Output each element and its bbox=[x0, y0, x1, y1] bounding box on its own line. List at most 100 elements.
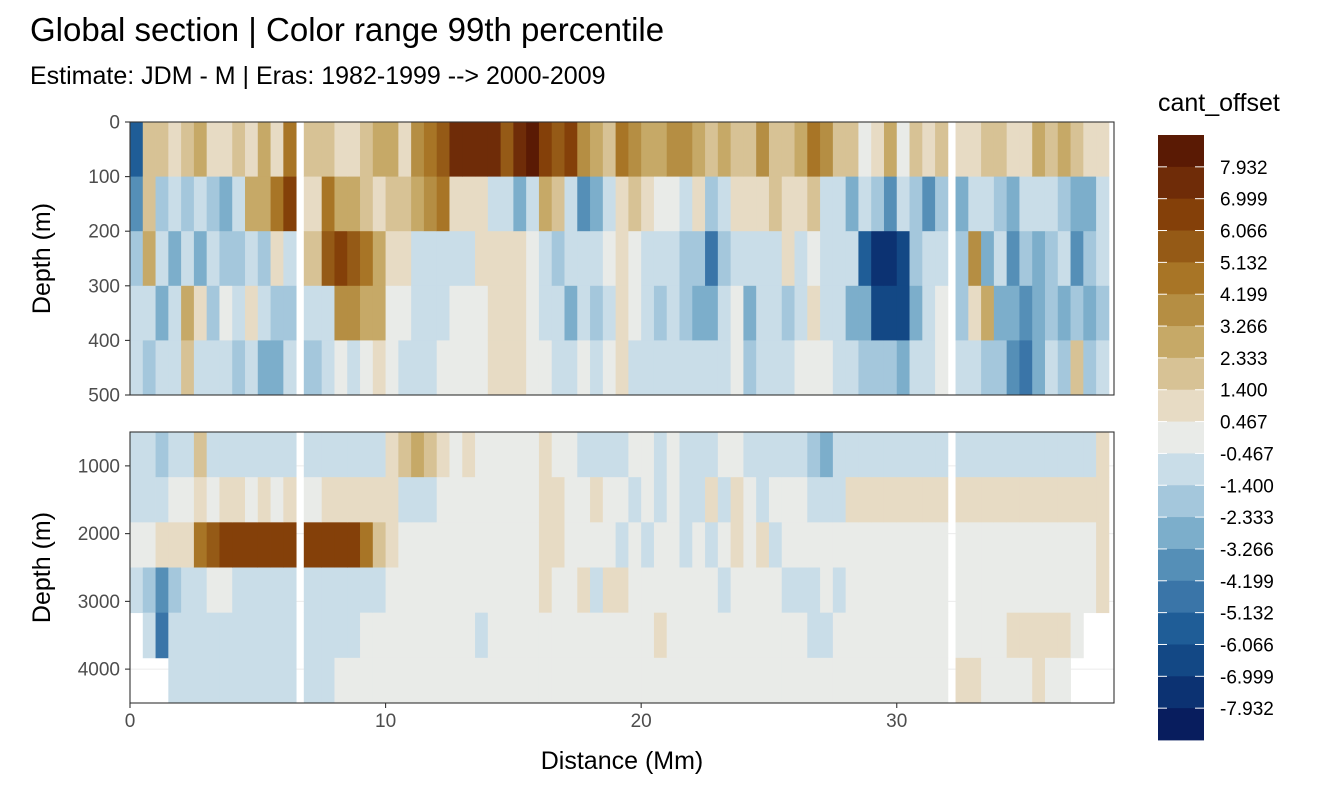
heatmap-cell bbox=[142, 612, 156, 659]
heatmap-cell bbox=[871, 285, 885, 341]
heatmap-cell bbox=[551, 567, 565, 614]
heatmap-cell bbox=[832, 522, 847, 568]
heatmap-cell bbox=[602, 522, 617, 568]
heatmap-cell bbox=[717, 285, 732, 341]
legend-label: 0.467 bbox=[1220, 413, 1268, 434]
heatmap-cell bbox=[628, 340, 642, 396]
heatmap-cell bbox=[321, 657, 335, 704]
heatmap-cell bbox=[641, 567, 655, 614]
heatmap-cell bbox=[981, 122, 995, 177]
heatmap-cell bbox=[602, 567, 617, 614]
heatmap-cell bbox=[602, 477, 617, 523]
heatmap-cell bbox=[130, 567, 144, 614]
heatmap-cell bbox=[1057, 340, 1071, 396]
heatmap-cell bbox=[1096, 567, 1110, 614]
heatmap-cell bbox=[871, 612, 885, 659]
heatmap-cell bbox=[1044, 231, 1059, 287]
heatmap-cell bbox=[487, 522, 501, 568]
heatmap-cell bbox=[968, 176, 982, 232]
heatmap-cell bbox=[628, 432, 642, 478]
heatmap-cell bbox=[883, 231, 898, 287]
heatmap-cell bbox=[219, 340, 233, 396]
heatmap-cell bbox=[1083, 567, 1097, 614]
heatmap-cell bbox=[794, 612, 808, 659]
heatmap-cell bbox=[500, 176, 514, 232]
heatmap-cell bbox=[653, 432, 668, 478]
heatmap-cell bbox=[206, 477, 220, 523]
heatmap-cell bbox=[896, 231, 910, 287]
x-tick-label: 0 bbox=[125, 711, 136, 732]
legend-label: 2.333 bbox=[1220, 349, 1268, 370]
heatmap-cell bbox=[692, 567, 706, 614]
heatmap-cell bbox=[781, 567, 795, 614]
upper-panel: 0 100 200 300 400 500 Depth (m) bbox=[28, 113, 1115, 407]
legend-swatch bbox=[1158, 262, 1204, 295]
heatmap-cell bbox=[692, 176, 706, 232]
heatmap-cell bbox=[142, 477, 156, 523]
legend-swatch bbox=[1158, 166, 1204, 200]
heatmap-cell bbox=[1070, 477, 1084, 523]
heatmap-cell bbox=[1096, 122, 1110, 177]
heatmap-cell bbox=[883, 522, 898, 568]
heatmap-cell bbox=[756, 432, 770, 478]
heatmap-cell bbox=[820, 176, 834, 232]
heatmap-cell bbox=[1006, 176, 1020, 232]
heatmap-cell bbox=[705, 567, 719, 614]
heatmap-cell bbox=[743, 477, 757, 523]
heatmap-cell bbox=[449, 231, 463, 287]
legend-swatch bbox=[1158, 294, 1204, 327]
heatmap-cell bbox=[500, 567, 514, 614]
heatmap-cell bbox=[577, 612, 591, 659]
heatmap-cell bbox=[717, 231, 732, 287]
heatmap-cell bbox=[896, 122, 910, 177]
heatmap-cell bbox=[679, 231, 693, 287]
heatmap-cell bbox=[1070, 285, 1084, 341]
heatmap-cell bbox=[883, 122, 898, 177]
heatmap-cell bbox=[743, 432, 757, 478]
heatmap-cell bbox=[692, 340, 706, 396]
heatmap-cell bbox=[692, 231, 706, 287]
heatmap-cell bbox=[270, 657, 284, 704]
heatmap-cell bbox=[193, 432, 208, 478]
heatmap-cell bbox=[219, 567, 233, 614]
legend-swatch bbox=[1158, 485, 1204, 518]
heatmap-cell bbox=[883, 340, 898, 396]
heatmap-cell bbox=[181, 612, 195, 659]
heatmap-cell bbox=[181, 522, 195, 568]
heatmap-cell bbox=[1044, 176, 1059, 232]
heatmap-cell bbox=[845, 567, 859, 614]
heatmap-cell bbox=[411, 340, 425, 396]
heatmap-cell bbox=[717, 612, 732, 659]
heatmap-cell bbox=[756, 657, 770, 704]
legend-label: 3.266 bbox=[1220, 317, 1268, 338]
heatmap-cell bbox=[564, 285, 578, 341]
heatmap-cell bbox=[781, 522, 795, 568]
heatmap-cell bbox=[955, 285, 969, 341]
heatmap-cell bbox=[500, 432, 514, 478]
legend-swatch bbox=[1158, 198, 1204, 231]
heatmap-cell bbox=[360, 432, 374, 478]
heatmap-cell bbox=[245, 567, 259, 614]
heatmap-cell bbox=[551, 657, 565, 704]
heatmap-cell bbox=[628, 122, 642, 177]
heatmap-cell bbox=[168, 285, 182, 341]
heatmap-cell bbox=[717, 340, 732, 396]
heatmap-cell bbox=[1032, 432, 1046, 478]
heatmap-cell bbox=[653, 340, 668, 396]
heatmap-cell bbox=[526, 231, 540, 287]
heatmap-cell bbox=[993, 285, 1008, 341]
heatmap-cell bbox=[155, 231, 169, 287]
heatmap-cell bbox=[692, 432, 706, 478]
heatmap-cell bbox=[500, 612, 514, 659]
heatmap-cell bbox=[334, 612, 348, 659]
heatmap-cell bbox=[411, 231, 425, 287]
heatmap-cell bbox=[1044, 522, 1059, 568]
heatmap-cell bbox=[743, 567, 757, 614]
heatmap-cell bbox=[666, 657, 680, 704]
heatmap-cell bbox=[219, 122, 233, 177]
heatmap-cell bbox=[193, 231, 208, 287]
heatmap-cell bbox=[692, 657, 706, 704]
heatmap-cell bbox=[398, 122, 412, 177]
heatmap-cell bbox=[1057, 522, 1071, 568]
legend-swatch bbox=[1158, 612, 1204, 645]
